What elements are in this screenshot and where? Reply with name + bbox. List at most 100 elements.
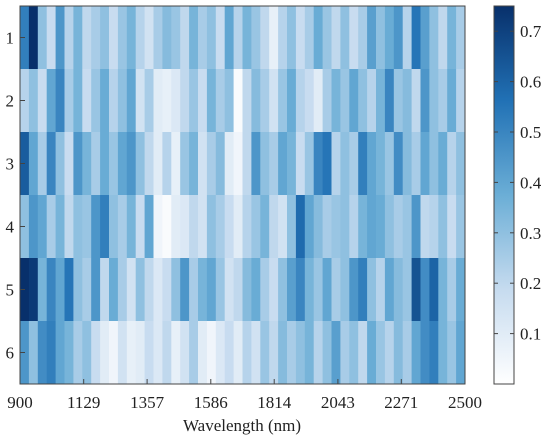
heatmap-cell: [144, 132, 154, 196]
heatmap-cell: [109, 258, 119, 322]
heatmap-cell: [287, 195, 297, 259]
heatmap-cell: [91, 195, 101, 259]
heatmap-cell: [429, 258, 439, 322]
heatmap-cell: [278, 6, 288, 70]
heatmap-cell: [429, 132, 439, 196]
heatmap-cell: [224, 69, 234, 133]
x-tick-label: 2500: [448, 393, 482, 412]
x-tick-label: 2271: [384, 393, 418, 412]
heatmap-cell: [153, 132, 163, 196]
heatmap-cell: [126, 321, 137, 385]
heatmap-cell: [420, 6, 430, 70]
x-tick-label: 1129: [67, 393, 100, 412]
heatmap-cell: [224, 258, 234, 322]
heatmap-cell: [349, 258, 359, 322]
heatmap-cell: [117, 6, 128, 70]
heatmap-cell: [384, 6, 395, 70]
heatmap-cell: [37, 69, 48, 133]
heatmap-cell: [233, 69, 243, 133]
heatmap-cell: [447, 6, 457, 70]
heatmap-cell: [215, 6, 226, 70]
heatmap-cell: [447, 258, 457, 322]
heatmap-cell: [171, 258, 181, 322]
heatmap-cell: [180, 321, 190, 385]
heatmap-cell: [162, 6, 172, 70]
heatmap-cell: [349, 321, 359, 385]
heatmap-cell: [55, 195, 65, 259]
heatmap-cell: [91, 6, 101, 70]
heatmap-cell: [429, 195, 439, 259]
heatmap-cell: [429, 321, 439, 385]
heatmap-cell: [55, 69, 65, 133]
heatmap-cell: [180, 132, 190, 196]
heatmap-cell: [64, 6, 74, 70]
heatmap-cell: [91, 69, 101, 133]
heatmap-cell: [456, 195, 466, 259]
heatmap-cell: [295, 69, 306, 133]
heatmap-cell: [82, 6, 92, 70]
heatmap-cell: [189, 195, 199, 259]
heatmap-cell: [189, 69, 199, 133]
heatmap-cell: [126, 195, 137, 259]
heatmap-cell: [278, 258, 288, 322]
heatmap-cell: [331, 132, 341, 196]
heatmap-cell: [438, 69, 448, 133]
heatmap-cell: [331, 69, 341, 133]
heatmap-cell: [64, 69, 74, 133]
heatmap-cell: [28, 195, 39, 259]
heatmap-cell: [64, 195, 74, 259]
heatmap-cell: [180, 195, 190, 259]
heatmap-cell: [313, 132, 323, 196]
heatmap-cell: [376, 321, 386, 385]
heatmap-cell: [393, 195, 404, 259]
heatmap-cell: [269, 132, 279, 196]
heatmap-cell: [304, 321, 315, 385]
heatmap-cell: [376, 6, 386, 70]
heatmap-cell: [28, 132, 39, 196]
heatmap-cell: [304, 69, 315, 133]
heatmap-cell: [295, 258, 306, 322]
heatmap-cell: [135, 258, 145, 322]
heatmap-cell: [411, 69, 421, 133]
heatmap-cell: [304, 6, 315, 70]
heatmap-cells: [20, 6, 466, 385]
heatmap-cell: [180, 258, 190, 322]
heatmap-cell: [73, 6, 83, 70]
heatmap-cell: [438, 132, 448, 196]
heatmap-cell: [411, 6, 421, 70]
x-tick-label: 2043: [321, 393, 355, 412]
heatmap-cell: [117, 69, 128, 133]
heatmap-cell: [456, 321, 466, 385]
heatmap-cell: [126, 69, 137, 133]
heatmap-cell: [367, 132, 377, 196]
heatmap-cell: [269, 6, 279, 70]
heatmap-cell: [55, 132, 65, 196]
heatmap-cell: [447, 321, 457, 385]
heatmap-cell: [402, 195, 412, 259]
heatmap-cell: [251, 195, 261, 259]
heatmap-cell: [384, 132, 395, 196]
heatmap-cell: [28, 321, 39, 385]
plot-frame: [19, 5, 466, 385]
heatmap-cell: [331, 258, 341, 322]
heatmap-cell: [411, 321, 421, 385]
heatmap-cell: [153, 195, 163, 259]
heatmap-cell: [269, 321, 279, 385]
heatmap-cell: [117, 258, 128, 322]
heatmap-cell: [349, 195, 359, 259]
heatmap-cell: [242, 195, 252, 259]
heatmap-cell: [278, 195, 288, 259]
heatmap-cell: [144, 195, 154, 259]
x-tick-label: 900: [7, 393, 33, 412]
heatmap-cell: [100, 69, 110, 133]
heatmap-cell: [82, 195, 92, 259]
heatmap-cell: [322, 69, 332, 133]
heatmap-cell: [367, 321, 377, 385]
heatmap-cell: [198, 321, 208, 385]
heatmap-cell: [233, 195, 243, 259]
heatmap-cell: [144, 6, 154, 70]
heatmap-cell: [242, 258, 252, 322]
y-tick-label: 6: [6, 344, 15, 363]
heatmap-cell: [420, 258, 430, 322]
heatmap-cell: [100, 321, 110, 385]
